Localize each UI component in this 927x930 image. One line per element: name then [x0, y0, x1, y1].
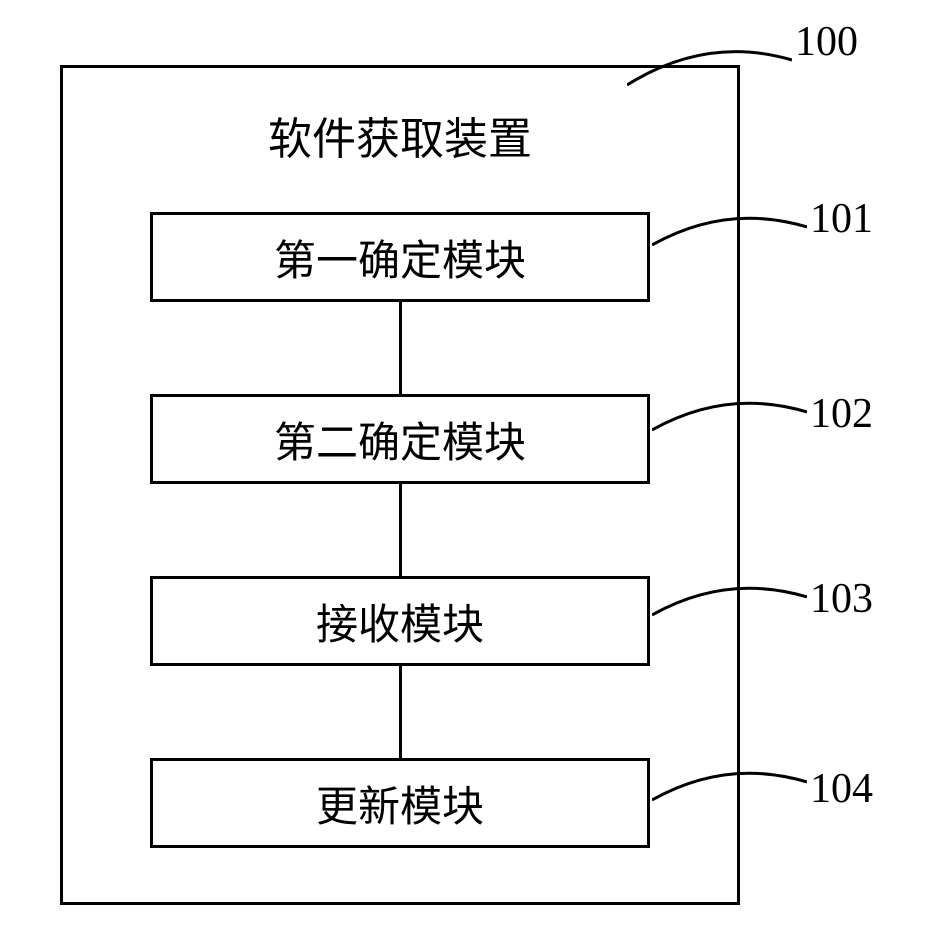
module-1: 第一确定模块 [150, 212, 650, 302]
container-title: 软件获取装置 [268, 103, 532, 167]
module-4-text: 更新模块 [316, 773, 484, 834]
module-2-label: 102 [810, 390, 873, 438]
module-4-bracket [652, 770, 807, 810]
connector-3-4 [399, 666, 402, 758]
module-3-bracket [652, 585, 807, 625]
module-4-label: 104 [810, 765, 873, 813]
module-2-bracket [652, 400, 807, 440]
module-3-text: 接收模块 [316, 591, 484, 652]
main-container: 软件获取装置 第一确定模块 第二确定模块 接收模块 更新模块 [60, 65, 740, 905]
module-1-label: 101 [810, 195, 873, 243]
module-3-label: 103 [810, 575, 873, 623]
container-label: 100 [795, 18, 858, 66]
connector-1-2 [399, 302, 402, 394]
module-1-bracket [652, 215, 807, 255]
module-1-text: 第一确定模块 [274, 227, 526, 288]
module-3: 接收模块 [150, 576, 650, 666]
module-2-text: 第二确定模块 [274, 409, 526, 470]
module-4: 更新模块 [150, 758, 650, 848]
connector-2-3 [399, 484, 402, 576]
module-2: 第二确定模块 [150, 394, 650, 484]
